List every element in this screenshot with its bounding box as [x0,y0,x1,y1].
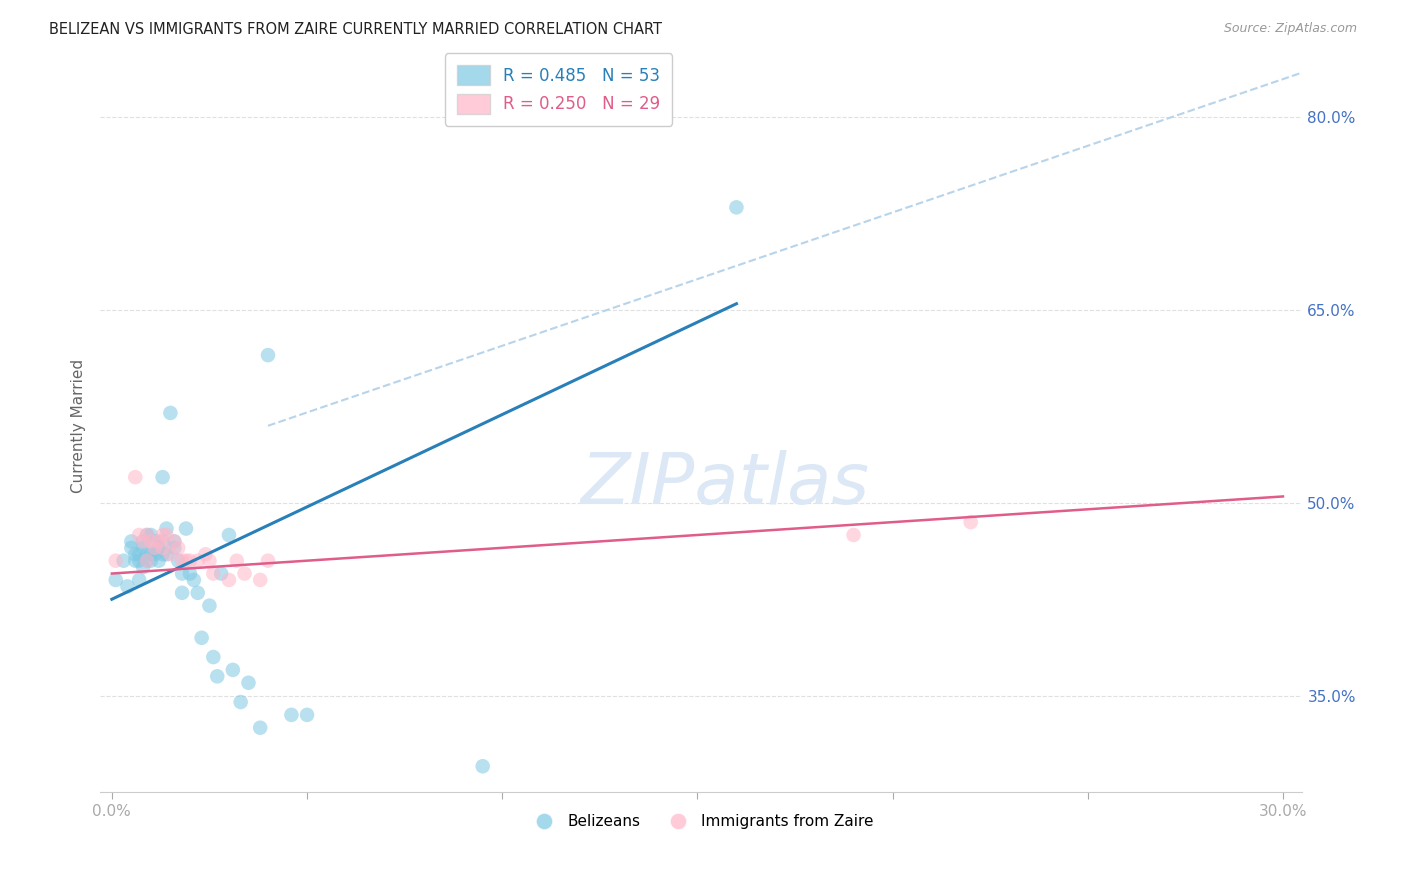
Point [167,541,190,555]
Point [295,707,318,722]
Point [257,554,280,568]
Point [136,554,159,568]
Point [959,515,981,529]
Point [155,528,177,542]
Point [139,554,162,568]
Point [233,566,256,581]
Point [198,599,221,613]
Point [183,573,205,587]
Point [120,541,142,555]
Point [225,554,247,568]
Point [159,547,181,561]
Point [190,631,212,645]
Point [148,534,170,549]
Point [229,695,252,709]
Point [117,579,139,593]
Point [187,554,209,568]
Y-axis label: Currently Married: Currently Married [72,359,86,493]
Point [124,554,146,568]
Point [163,534,186,549]
Point [136,554,159,568]
Point [132,560,155,574]
Point [155,522,177,536]
Point [152,470,174,484]
Point [172,586,194,600]
Point [152,541,174,555]
Point [143,547,166,561]
Point [148,541,170,555]
Point [128,573,150,587]
Text: Source: ZipAtlas.com: Source: ZipAtlas.com [1223,22,1357,36]
Point [128,554,150,568]
Point [187,586,209,600]
Point [128,547,150,561]
Point [207,669,229,683]
Point [174,522,197,536]
Point [238,675,260,690]
Point [132,541,155,555]
Point [198,554,221,568]
Point [152,534,174,549]
Point [139,547,162,561]
Point [132,534,155,549]
Point [112,554,135,568]
Point [155,547,177,561]
Point [257,348,280,362]
Point [725,200,748,214]
Point [222,663,245,677]
Point [172,566,194,581]
Point [152,528,174,542]
Point [139,534,162,549]
Point [209,566,232,581]
Point [249,721,271,735]
Point [194,547,217,561]
Text: BELIZEAN VS IMMIGRANTS FROM ZAIRE CURRENTLY MARRIED CORRELATION CHART: BELIZEAN VS IMMIGRANTS FROM ZAIRE CURREN… [49,22,662,37]
Legend: Belizeans, Immigrants from Zaire: Belizeans, Immigrants from Zaire [523,808,880,836]
Point [139,528,162,542]
Text: ZIPatlas: ZIPatlas [581,450,870,519]
Point [143,534,166,549]
Point [179,566,201,581]
Point [202,566,225,581]
Point [471,759,494,773]
Point [136,547,159,561]
Point [179,554,201,568]
Point [128,528,150,542]
Point [143,541,166,555]
Point [172,554,194,568]
Point [132,534,155,549]
Point [218,573,240,587]
Point [104,554,127,568]
Point [136,528,159,542]
Point [163,534,186,549]
Point [148,554,170,568]
Point [152,547,174,561]
Point [842,528,865,542]
Point [280,707,302,722]
Point [124,470,146,484]
Point [202,650,225,665]
Point [218,528,240,542]
Point [136,528,159,542]
Point [159,406,181,420]
Point [163,541,186,555]
Point [167,554,190,568]
Point [124,547,146,561]
Point [104,573,127,587]
Point [174,554,197,568]
Point [120,534,142,549]
Point [249,573,271,587]
